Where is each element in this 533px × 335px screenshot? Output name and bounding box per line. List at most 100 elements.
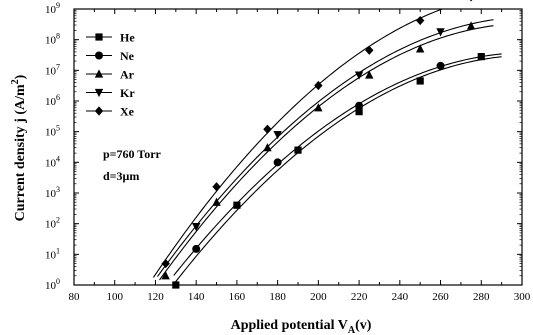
y-axis-label-main: Current density j (A/m: [13, 84, 28, 221]
legend-label-he: He: [120, 31, 135, 45]
y-tick-label-0: 100: [45, 277, 60, 292]
x-axis-label-unit: (v): [355, 318, 372, 333]
data-point-xe: [365, 45, 374, 55]
fit-curve-kr: [157, 19, 494, 277]
x-axis-label: Applied potential VA(v): [231, 318, 372, 335]
y-tick-label-1: 101: [45, 246, 60, 261]
data-point-he: [416, 77, 424, 85]
x-tick-label-300: 300: [514, 291, 531, 303]
data-point-xe: [469, 0, 473, 2]
y-tick-base: 10: [45, 219, 57, 231]
x-tick-label-220: 220: [351, 291, 368, 303]
y-axis-label-tail: ): [13, 74, 28, 79]
legend-marker-ar: [94, 69, 104, 78]
x-tick-label-180: 180: [269, 291, 286, 303]
data-point-ar: [314, 103, 323, 112]
data-point-he: [172, 281, 180, 289]
data-point-ar: [212, 197, 221, 206]
y-tick-label-9: 109: [45, 1, 60, 16]
y-tick-base: 10: [45, 249, 57, 261]
data-point-kr: [191, 223, 201, 232]
y-axis-label: Current density j (A/m2): [10, 74, 28, 221]
fit-curve-xe: [152, 9, 444, 278]
data-point-kr: [273, 131, 282, 140]
fit-curve-he: [173, 56, 502, 285]
y-tick-exponent: 1: [56, 246, 60, 255]
data-point-xe: [212, 182, 221, 192]
legend-label-kr: Kr: [120, 86, 135, 100]
x-axis-label-main: Applied potential V: [231, 318, 348, 333]
y-tick-exponent: 7: [56, 62, 60, 71]
y-tick-base: 10: [45, 96, 57, 108]
data-point-ar: [365, 70, 374, 79]
legend: He Ne Ar Kr Xe: [86, 31, 135, 119]
x-tick-label-200: 200: [310, 291, 327, 303]
y-tick-label-2: 102: [45, 216, 60, 231]
data-point-xe: [263, 124, 272, 134]
y-tick-base: 10: [45, 188, 57, 200]
y-tick-base: 10: [45, 157, 57, 169]
data-point-kr: [354, 71, 364, 80]
y-tick-exponent: 9: [56, 1, 60, 10]
data-point-kr: [436, 28, 445, 37]
y-tick-label-7: 107: [45, 62, 60, 77]
x-tick-label-80: 80: [69, 291, 81, 303]
y-tick-exponent: 8: [56, 32, 60, 41]
legend-marker-xe: [94, 106, 104, 116]
y-tick-exponent: 0: [56, 277, 60, 286]
data-points: [161, 0, 485, 289]
y-tick-exponent: 6: [56, 93, 60, 102]
y-tick-exponent: 4: [56, 154, 60, 163]
data-point-ar: [466, 21, 476, 30]
annotation-gap: d=3μm: [103, 169, 139, 183]
x-tick-label-260: 260: [432, 291, 449, 303]
x-tick-label-160: 160: [229, 291, 246, 303]
data-point-he: [355, 108, 363, 116]
fit-curve-ar: [159, 25, 494, 281]
data-point-xe: [415, 15, 425, 26]
y-tick-label-3: 103: [45, 185, 60, 200]
y-tick-label-5: 105: [45, 124, 60, 139]
y-tick-exponent: 5: [56, 124, 60, 133]
data-point-ne: [192, 244, 201, 253]
y-tick-base: 10: [45, 65, 57, 77]
data-point-he: [233, 201, 241, 209]
data-point-ar: [415, 44, 425, 53]
y-axis-label-sup: 2: [10, 79, 21, 84]
legend-marker-ne: [95, 51, 103, 60]
x-tick-label-100: 100: [106, 291, 123, 303]
data-point-ne: [273, 158, 282, 167]
legend-marker-he: [95, 33, 103, 41]
data-point-ar: [263, 143, 272, 152]
axis-ticks: 80 100 120 140 160 180 200 220 240 260 280 30010010…: [45, 1, 531, 303]
y-tick-label-8: 108: [45, 32, 60, 47]
y-tick-base: 10: [45, 4, 57, 16]
y-tick-label-4: 104: [45, 154, 60, 169]
data-point-xe: [314, 80, 323, 91]
x-tick-label-140: 140: [188, 291, 205, 303]
data-point-he: [477, 53, 485, 61]
y-tick-label-6: 106: [45, 93, 60, 108]
data-point-xe: [161, 258, 170, 269]
x-tick-label-280: 280: [473, 291, 490, 303]
x-tick-label-120: 120: [147, 291, 164, 303]
y-tick-exponent: 2: [56, 216, 60, 225]
legend-label-xe: Xe: [120, 105, 135, 119]
legend-label-ar: Ar: [120, 68, 135, 82]
fit-curves: [152, 9, 502, 285]
data-point-ne: [436, 61, 445, 70]
data-point-ne: [355, 101, 364, 110]
x-axis-label-sub: A: [348, 325, 356, 335]
annotation-pressure: p=760 Torr: [103, 147, 162, 161]
legend-label-ne: Ne: [120, 49, 135, 63]
y-tick-base: 10: [45, 127, 57, 139]
data-point-he: [294, 146, 302, 154]
legend-marker-kr: [94, 88, 104, 98]
y-tick-base: 10: [45, 280, 57, 292]
data-point-ar: [161, 271, 170, 280]
y-tick-base: 10: [45, 35, 57, 47]
fit-curve-ne: [173, 53, 502, 276]
y-tick-exponent: 3: [56, 185, 60, 194]
x-tick-label-240: 240: [392, 291, 409, 303]
